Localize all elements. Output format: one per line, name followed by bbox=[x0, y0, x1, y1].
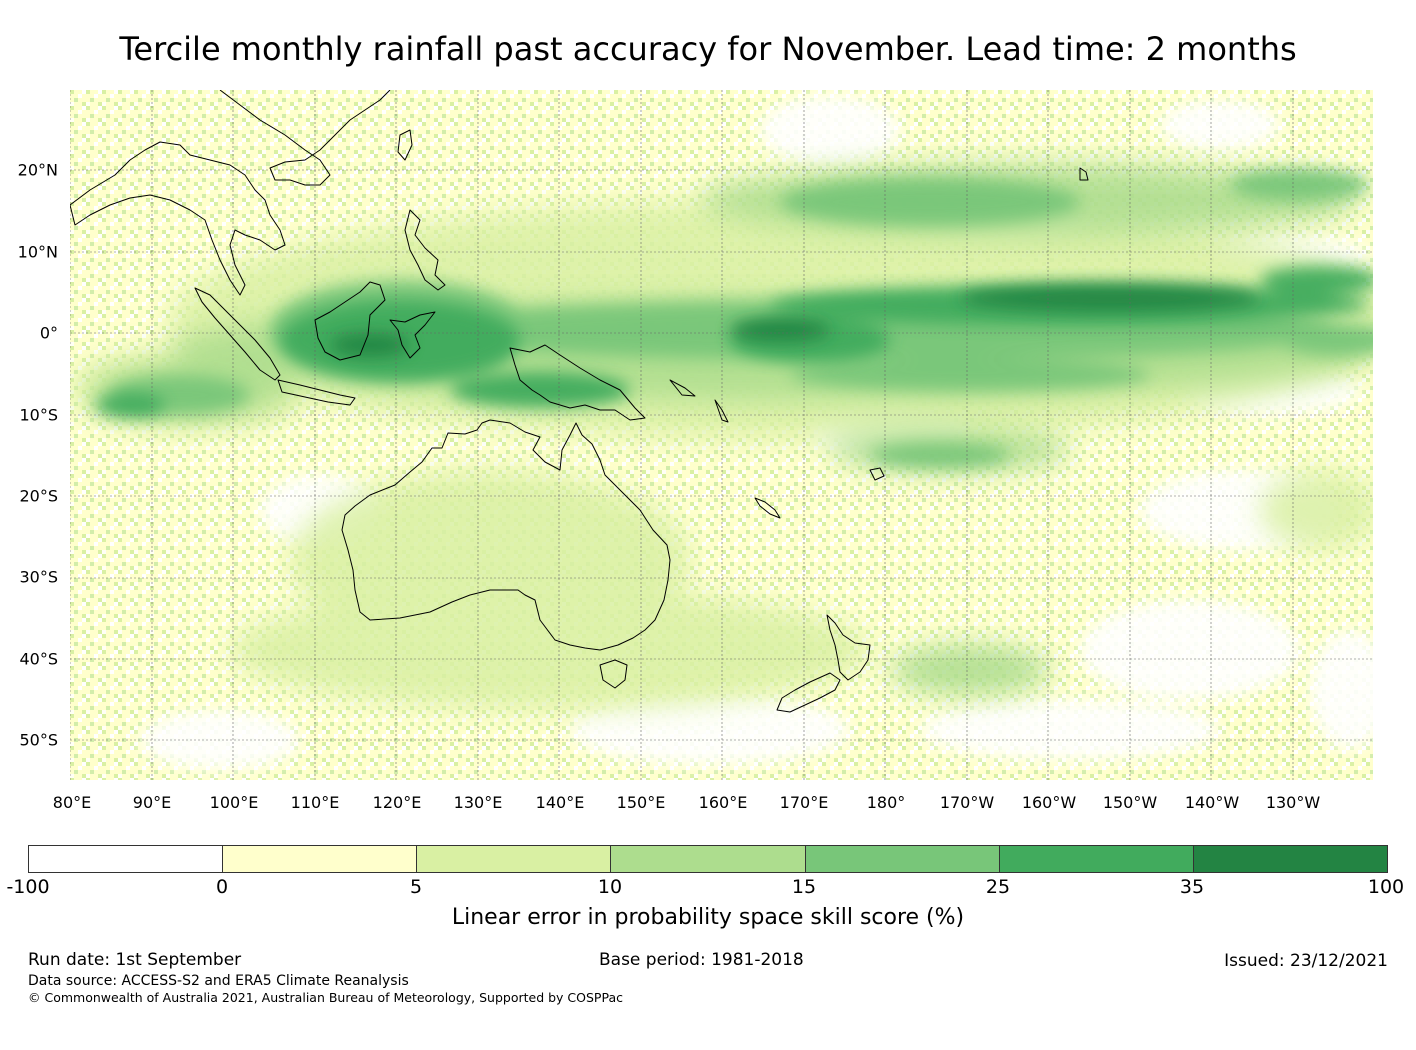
very-high-skill-areas bbox=[330, 284, 1260, 357]
coast-solomons bbox=[669, 379, 696, 397]
lat-label-30s: 30°S bbox=[19, 567, 58, 587]
lon-label-170w: 170°W bbox=[939, 793, 995, 812]
coast-borneo bbox=[314, 281, 386, 361]
run-date: Run date: 1st September bbox=[28, 950, 242, 970]
lon-label-120e: 120°E bbox=[372, 793, 422, 812]
colorbar-tick: 15 bbox=[791, 876, 817, 898]
lon-label-150e: 150°E bbox=[616, 793, 666, 812]
colorbar-segment bbox=[999, 846, 1194, 872]
lon-label-100e: 100°E bbox=[209, 793, 259, 812]
coast-philippines bbox=[404, 209, 446, 291]
coast-fiji bbox=[869, 467, 885, 481]
coast-new-caledonia bbox=[754, 497, 781, 519]
lon-label-130w: 130°W bbox=[1265, 793, 1321, 812]
lat-label-40s: 40°S bbox=[19, 649, 58, 669]
coast-hawaii bbox=[1079, 167, 1089, 181]
colorbar-tick: 25 bbox=[985, 876, 1011, 898]
lon-label-150w: 150°W bbox=[1102, 793, 1158, 812]
coast-china bbox=[219, 90, 391, 186]
lat-label-20n: 20°N bbox=[17, 160, 58, 180]
colorbar-segment bbox=[417, 846, 612, 872]
colorbar-tick: 35 bbox=[1179, 876, 1205, 898]
lon-label-90e: 90°E bbox=[132, 793, 172, 812]
colorbar-segment bbox=[29, 846, 224, 872]
lon-label-160w: 160°W bbox=[1021, 793, 1077, 812]
coast-new-guinea bbox=[509, 344, 646, 421]
lon-label-110e: 110°E bbox=[290, 793, 340, 812]
colorbar-segment bbox=[611, 846, 806, 872]
copyright: © Commonwealth of Australia 2021, Austra… bbox=[28, 990, 623, 1005]
coast-sulawesi bbox=[389, 311, 436, 359]
colorbar-tick: 100 bbox=[1367, 876, 1405, 898]
coast-vanuatu bbox=[714, 399, 729, 423]
lon-label-130e: 130°E bbox=[453, 793, 503, 812]
issued-date: Issued: 23/12/2021 bbox=[1224, 951, 1388, 971]
colorbar-tick: 10 bbox=[597, 876, 623, 898]
lat-label-50s: 50°S bbox=[19, 730, 58, 750]
data-source: Data source: ACCESS-S2 and ERA5 Climate … bbox=[28, 973, 409, 989]
lon-label-160e: 160°E bbox=[698, 793, 748, 812]
lon-label-140w: 140°W bbox=[1184, 793, 1240, 812]
coast-sumatra bbox=[194, 287, 281, 381]
lat-label-equator: 0° bbox=[39, 323, 58, 343]
colorbar-segment bbox=[223, 846, 418, 872]
gridlines bbox=[70, 90, 1373, 780]
colorbar-segment bbox=[1193, 846, 1387, 872]
lon-label-140e: 140°E bbox=[535, 793, 585, 812]
colorbar-tick: 0 bbox=[215, 876, 229, 898]
map-canvas bbox=[70, 90, 1373, 780]
coast-new-zealand-north bbox=[826, 614, 871, 681]
colorbar bbox=[28, 845, 1388, 873]
coastlines bbox=[70, 90, 1089, 713]
base-period: Base period: 1981-2018 bbox=[599, 950, 804, 970]
coast-java bbox=[277, 379, 356, 406]
colorbar-segment bbox=[805, 846, 1000, 872]
coast-southeast-asia bbox=[70, 141, 286, 296]
colorbar-label: Linear error in probability space skill … bbox=[451, 905, 965, 930]
coast-taiwan bbox=[397, 129, 413, 161]
lon-label-180: 180° bbox=[866, 793, 906, 812]
skill-score-map bbox=[70, 90, 1373, 780]
lon-label-170e: 170°E bbox=[779, 793, 829, 812]
coast-new-zealand-south bbox=[776, 672, 841, 713]
colorbar-tick: -100 bbox=[6, 876, 50, 898]
coast-australia bbox=[341, 419, 671, 651]
coast-tasmania bbox=[599, 659, 628, 689]
lat-label-10s: 10°S bbox=[19, 405, 58, 425]
lat-label-20s: 20°S bbox=[19, 486, 58, 506]
lon-label-80e: 80°E bbox=[52, 793, 92, 812]
colorbar-tick: 5 bbox=[409, 876, 423, 898]
chart-title: Tercile monthly rainfall past accuracy f… bbox=[119, 30, 1297, 68]
lat-label-10n: 10°N bbox=[17, 242, 58, 262]
